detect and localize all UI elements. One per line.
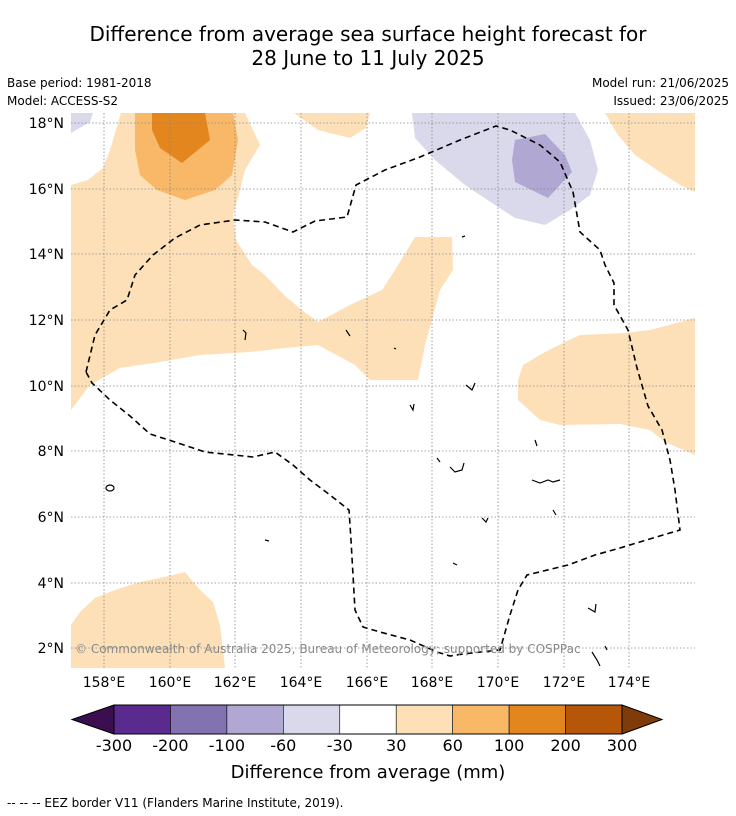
- copyright-notice: © Commonwealth of Australia 2025, Bureau…: [75, 642, 581, 656]
- colorbar-outline: [113, 704, 623, 735]
- lat-label-2N: 2°N: [38, 641, 64, 657]
- lat-label-8N: 8°N: [38, 444, 64, 460]
- islands: [105, 235, 608, 667]
- anomaly-area-30-60-north: [294, 113, 370, 138]
- lon-label-162E: 162°E: [214, 675, 257, 691]
- meta-left: Base period: 1981-2018 Model: ACCESS-S2: [7, 74, 152, 110]
- colorbar-arrow-high: [621, 704, 664, 735]
- model-name: Model: ACCESS-S2: [7, 94, 119, 108]
- lon-label-166E: 166°E: [346, 675, 389, 691]
- lat-label-14N: 14°N: [29, 247, 64, 263]
- colorbar-arrow-low: [70, 704, 115, 735]
- colorbar-swatch: [283, 704, 341, 735]
- colorbar-label: -30: [327, 736, 353, 755]
- colorbar-swatch: [226, 704, 284, 735]
- colorbar-swatch: [170, 704, 228, 735]
- anomaly-area-100-200: [152, 113, 210, 163]
- colorbar-swatch: [113, 704, 171, 735]
- colorbar-labels: -300 -200 -100 -60 -30 30 60 100 200 300: [96, 736, 637, 755]
- colorbar-title: Difference from average (mm): [231, 762, 506, 783]
- colorbar: -300 -200 -100 -60 -30 30 60 100 200 300…: [70, 704, 664, 783]
- map-title: Difference from average sea surface heig…: [0, 22, 736, 70]
- longitude-labels: 158°E 160°E 162°E 164°E 166°E 168°E 170°…: [83, 675, 651, 691]
- eez-border: [85, 125, 681, 657]
- colorbar-label: -200: [152, 736, 188, 755]
- title-line-1: Difference from average sea surface heig…: [89, 22, 647, 46]
- eez-footnote: -- -- -- EEZ border V11 (Flanders Marine…: [7, 796, 344, 810]
- model-run: Model run: 21/06/2025: [591, 76, 729, 90]
- colorbar-label: -300: [96, 736, 132, 755]
- lon-label-174E: 174°E: [608, 675, 651, 691]
- colorbar-label: 100: [494, 736, 525, 755]
- colorbar-label: 300: [607, 736, 638, 755]
- colorbar-swatch: [339, 704, 397, 735]
- colorbar-swatch: [395, 704, 453, 735]
- lon-label-172E: 172°E: [543, 675, 586, 691]
- lat-label-10N: 10°N: [29, 379, 64, 395]
- colorbar-swatch: [565, 704, 623, 735]
- colorbar-swatch: [508, 704, 566, 735]
- gridlines: [71, 113, 695, 668]
- colorbar-swatches: [70, 704, 664, 735]
- meta-right: Model run: 21/06/2025 Issued: 23/06/2025: [592, 74, 729, 110]
- lon-label-170E: 170°E: [477, 675, 520, 691]
- anomaly-area-neg60-neg100: [512, 134, 572, 198]
- colorbar-label: -60: [270, 736, 296, 755]
- anomaly-area-30-60-northeast: [605, 113, 695, 192]
- lon-label-168E: 168°E: [411, 675, 454, 691]
- lon-label-164E: 164°E: [280, 675, 323, 691]
- anomaly-area-30-60-east: [518, 318, 695, 455]
- colorbar-swatch: [452, 704, 510, 735]
- lon-label-158E: 158°E: [83, 675, 126, 691]
- colorbar-label: 200: [550, 736, 581, 755]
- lat-label-6N: 6°N: [38, 510, 64, 526]
- colorbar-label: -100: [209, 736, 245, 755]
- lat-label-18N: 18°N: [29, 116, 64, 132]
- lat-label-4N: 4°N: [38, 576, 64, 592]
- title-line-2: 28 June to 11 July 2025: [251, 46, 485, 70]
- colorbar-label: 30: [386, 736, 406, 755]
- lat-label-12N: 12°N: [29, 313, 64, 329]
- issued-date: Issued: 23/06/2025: [613, 94, 729, 108]
- latitude-labels: 18°N 16°N 14°N 12°N 10°N 8°N 6°N 4°N 2°N: [29, 116, 64, 657]
- lon-label-160E: 160°E: [149, 675, 192, 691]
- colorbar-label: 60: [443, 736, 463, 755]
- map-plot-area: © Commonwealth of Australia 2025, Bureau…: [71, 113, 695, 668]
- lat-label-16N: 16°N: [29, 182, 64, 198]
- anomaly-area-30-60-south: [71, 572, 225, 668]
- base-period: Base period: 1981-2018: [7, 76, 152, 90]
